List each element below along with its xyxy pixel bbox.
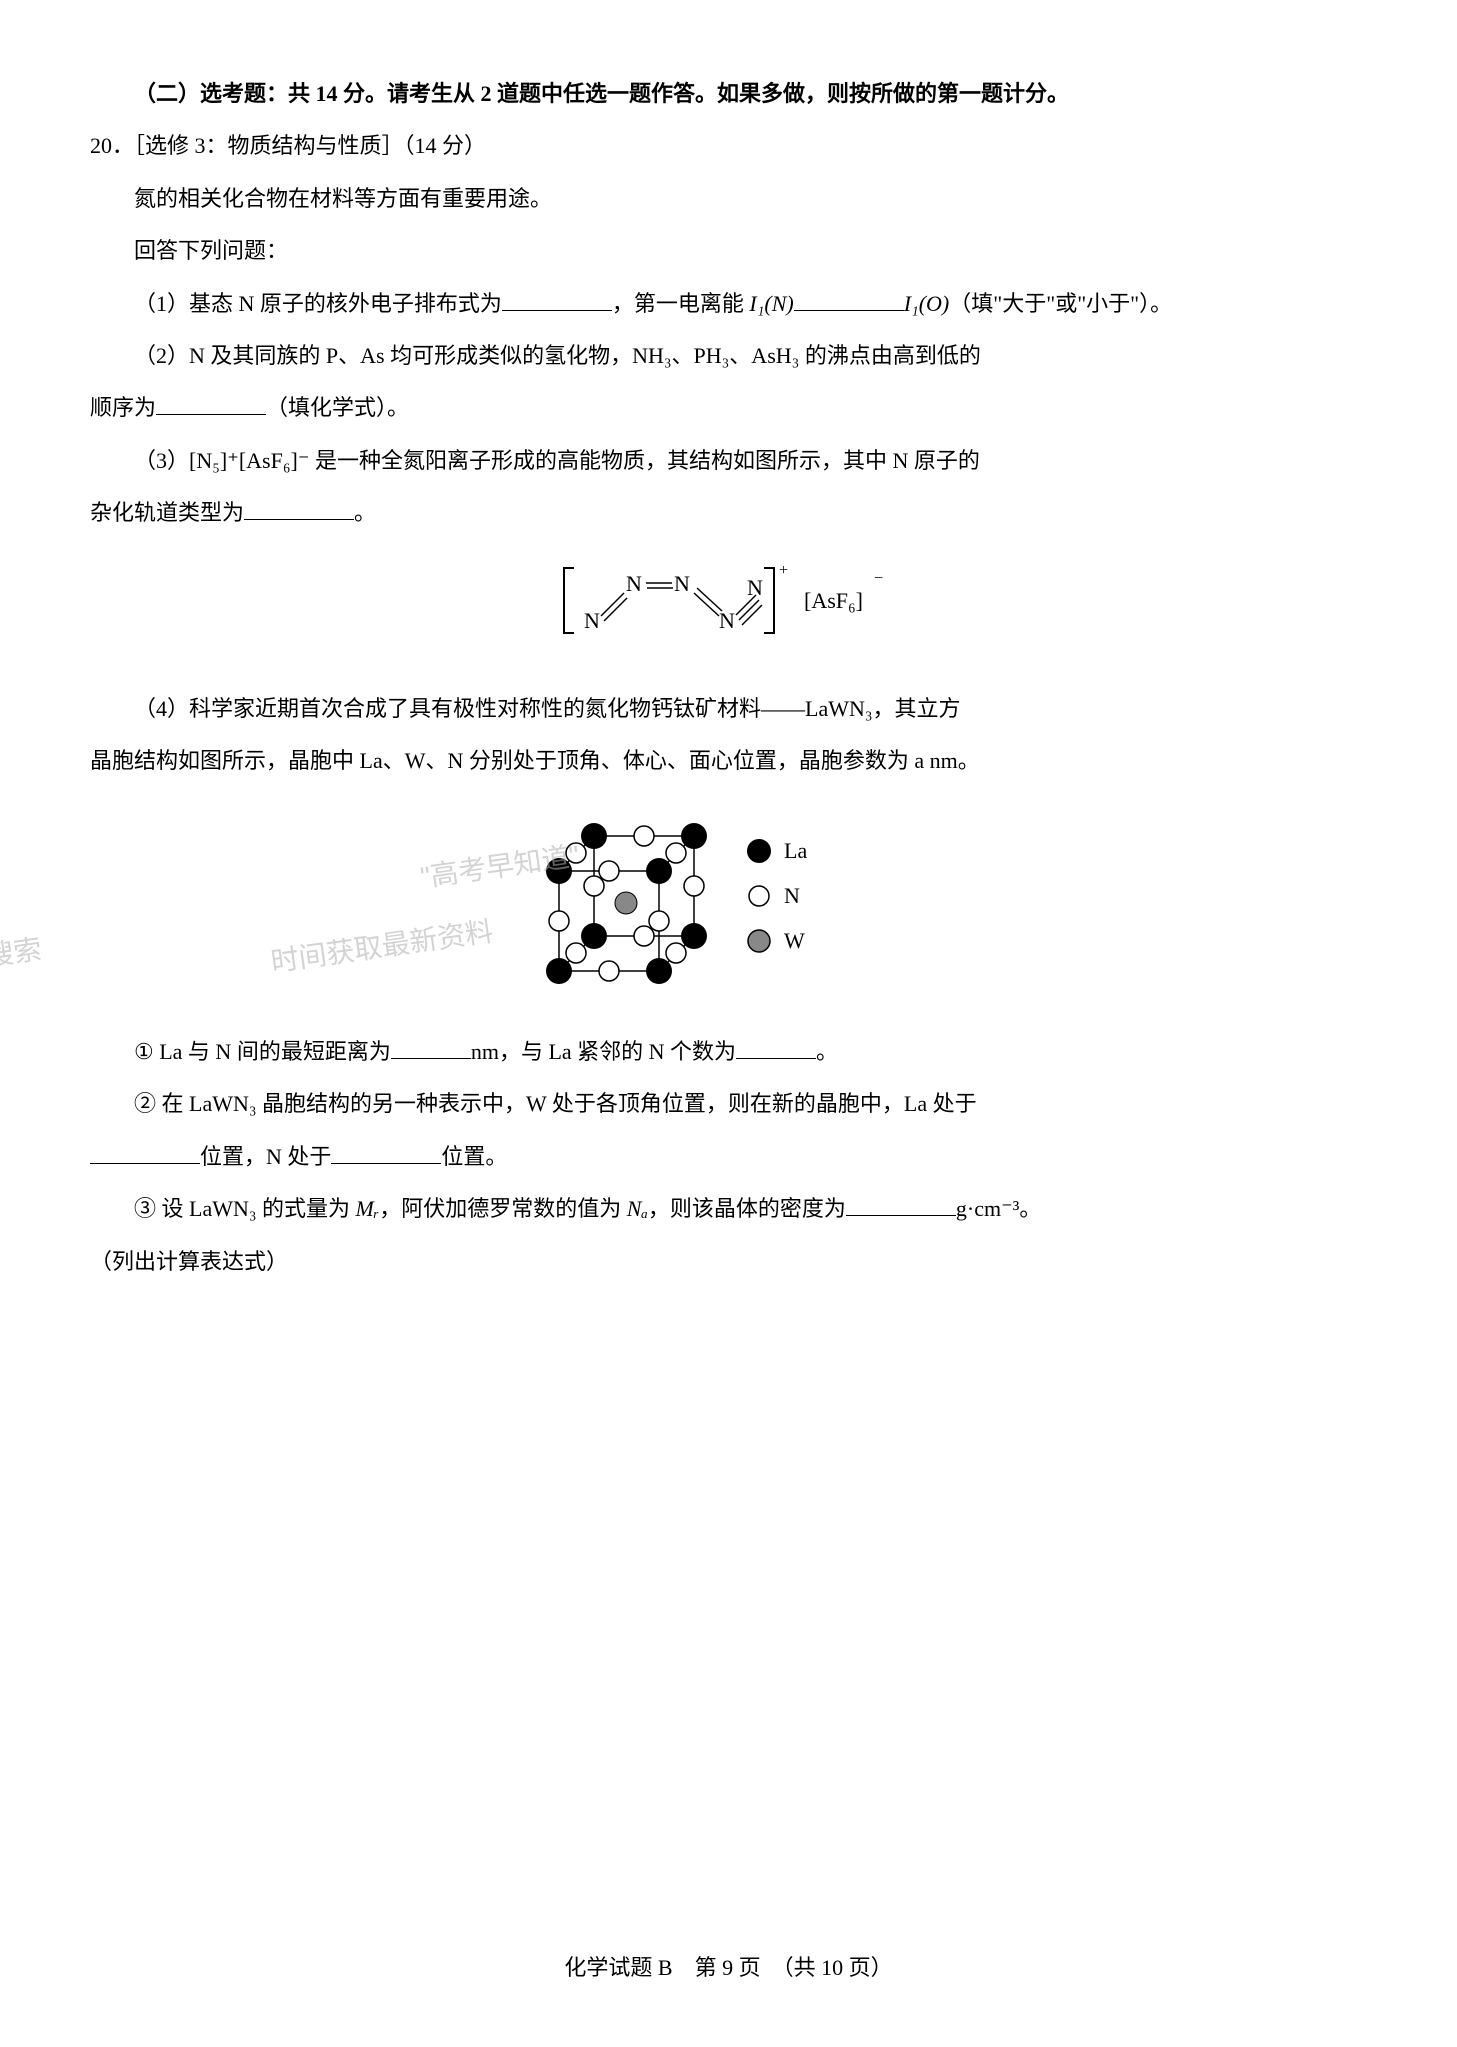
sub3-line1: （3）[N₅]⁺[AsF₆]⁻ 是一种全氮阳离子形成的高能物质，其结构如图所示，… xyxy=(134,448,980,473)
intro-line-1: 氮的相关化合物在材料等方面有重要用途。 xyxy=(90,175,1367,223)
sub1-mid: ，第一电离能 xyxy=(612,291,750,316)
sub2-prefix: 顺序为 xyxy=(90,395,156,420)
sub4-3-mid: ，阿伏加德罗常数的值为 xyxy=(379,1196,627,1221)
sub1-tail: （填"大于"或"小于"）。 xyxy=(949,291,1172,316)
svg-text:+: + xyxy=(779,562,788,579)
asf6-label: [AsF₆] xyxy=(804,588,863,613)
svg-text:N: N xyxy=(747,575,763,600)
sub-question-3-line1: （3）[N₅]⁺[AsF₆]⁻ 是一种全氮阳离子形成的高能物质，其结构如图所示，… xyxy=(90,437,1367,485)
sub-question-2-line1: （2）N 及其同族的 P、As 均可形成类似的氢化物，NH₃、PH₃、AsH₃ … xyxy=(90,332,1367,380)
sub4-1-mid: nm，与 La 紧邻的 N 个数为 xyxy=(471,1039,736,1064)
blank-4-2a xyxy=(90,1140,200,1164)
blank-3 xyxy=(244,496,354,520)
question-title: ［选修 3：物质结构与性质］（14 分） xyxy=(134,133,486,158)
sub4-2-mid: 位置，N 处于 xyxy=(200,1144,331,1169)
n5-structure-svg: N N N N N + [AsF₆] − xyxy=(504,553,954,648)
sub4-3-line1: ③ 设 LaWN₃ 的式量为 Mᵣ，阿伏加德罗常数的值为 Nₐ，则该晶体的密度为… xyxy=(90,1185,1367,1233)
sub-question-2-line2: 顺序为 （填化学式）。 xyxy=(90,384,1367,432)
sub4-3-l2: （列出计算表达式） xyxy=(90,1249,288,1274)
blank-1b xyxy=(794,286,904,310)
sub4-1-suffix: 。 xyxy=(816,1039,838,1064)
sub3-suffix: 。 xyxy=(354,500,376,525)
svg-text:N: N xyxy=(719,608,735,633)
i1o-label: I₁(O) xyxy=(904,291,950,316)
figure-n5-container: N N N N N + [AsF₆] − xyxy=(90,553,1367,665)
sub-question-1: （1）基态 N 原子的核外电子排布式为 ，第一电离能 I₁(N) I₁(O)（填"大… xyxy=(90,280,1367,328)
sub4-1-prefix: ① La 与 N 间的最短距离为 xyxy=(134,1039,391,1064)
blank-2 xyxy=(156,391,266,415)
svg-text:N: N xyxy=(584,608,600,633)
sub-question-3-line2: 杂化轨道类型为 。 xyxy=(90,489,1367,537)
blank-1a xyxy=(502,286,612,310)
intro-line-2: 回答下列问题： xyxy=(90,227,1367,275)
blank-4-2b xyxy=(331,1140,441,1164)
sub4-3-suffix: g·cm⁻³。 xyxy=(956,1196,1041,1221)
i1n-label: I₁(N) xyxy=(749,291,793,316)
sub4-2-suffix: 位置。 xyxy=(441,1144,507,1169)
question-number: 20． xyxy=(90,133,134,158)
sub3-prefix: 杂化轨道类型为 xyxy=(90,500,244,525)
svg-text:W: W xyxy=(784,928,805,953)
sub1-prefix: （1）基态 N 原子的核外电子排布式为 xyxy=(134,291,502,316)
na-label: Nₐ xyxy=(627,1196,648,1221)
section-heading: （二）选考题：共 14 分。请考生从 2 道题中任选一题作答。如果多做，则按所做… xyxy=(90,70,1367,118)
sub4-3-mid2: ，则该晶体的密度为 xyxy=(648,1196,846,1221)
watermark-3: 时间获取最新资料 xyxy=(267,900,497,992)
svg-text:−: − xyxy=(874,570,883,587)
svg-text:N: N xyxy=(784,883,800,908)
sub4-1: ① La 与 N 间的最短距离为 nm，与 La 紧邻的 N 个数为 。 xyxy=(90,1028,1367,1076)
svg-text:La: La xyxy=(784,838,807,863)
svg-text:N: N xyxy=(626,571,642,596)
blank-4-1a xyxy=(391,1035,471,1059)
question-number-line: 20．［选修 3：物质结构与性质］（14 分） xyxy=(90,122,1367,170)
sub4-3-line2: （列出计算表达式） xyxy=(90,1238,1367,1286)
watermark-1: 微信搜索 xyxy=(0,918,46,995)
sub4-3-prefix: ③ 设 LaWN₃ 的式量为 xyxy=(134,1196,356,1221)
sub4-line2: 晶胞结构如图所示，晶胞中 La、W、N 分别处于顶角、体心、面心位置，晶胞参数为… xyxy=(90,748,980,773)
sub4-2-line2: 位置，N 处于 位置。 xyxy=(90,1133,1367,1181)
sub2-line1: （2）N 及其同族的 P、As 均可形成类似的氢化物，NH₃、PH₃、AsH₃ … xyxy=(134,343,981,368)
page-footer: 化学试题 B 第 9 页 （共 10 页） xyxy=(0,1944,1457,1992)
sub-question-4-line2: 晶胞结构如图所示，晶胞中 La、W、N 分别处于顶角、体心、面心位置，晶胞参数为… xyxy=(90,737,1367,785)
sub-question-4-line1: （4）科学家近期首次合成了具有极性对称性的氮化物钙钛矿材料——LaWN₃，其立方 xyxy=(90,685,1367,733)
blank-4-1b xyxy=(736,1035,816,1059)
crystal-structure-svg: La NW xyxy=(539,796,919,996)
blank-4-3 xyxy=(846,1192,956,1216)
crystal-figure-container: LaNW 微信搜索 "高考早知道" 时间获取最新资料 xyxy=(90,796,1367,1013)
sub4-line1: （4）科学家近期首次合成了具有极性对称性的氮化物钙钛矿材料——LaWN₃，其立方 xyxy=(134,696,961,721)
sub4-2-l1: ② 在 LaWN₃ 晶胞结构的另一种表示中，W 处于各顶角位置，则在新的晶胞中，… xyxy=(134,1091,977,1116)
mr-label: Mᵣ xyxy=(356,1196,380,1221)
svg-text:N: N xyxy=(674,571,690,596)
sub2-suffix: （填化学式）。 xyxy=(266,395,409,420)
sub4-2-line1: ② 在 LaWN₃ 晶胞结构的另一种表示中，W 处于各顶角位置，则在新的晶胞中，… xyxy=(90,1080,1367,1128)
